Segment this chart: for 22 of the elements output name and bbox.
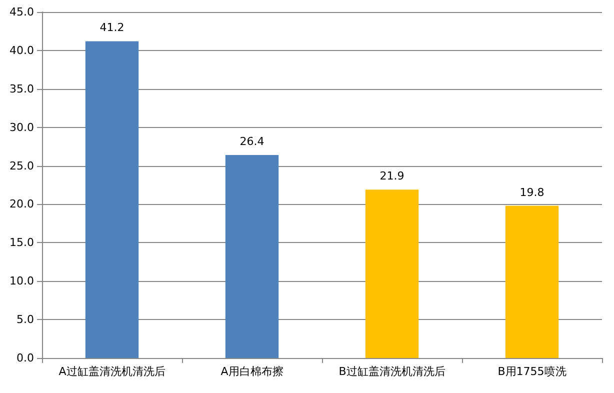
y-tick-label: 0.0 <box>16 352 34 364</box>
bar <box>85 41 139 358</box>
x-tick-label: A过缸盖清洗机清洗后 <box>58 365 166 378</box>
y-tick-label: 25.0 <box>10 159 34 172</box>
data-label: 21.9 <box>380 170 404 183</box>
bar <box>505 206 559 358</box>
y-tick-label: 40.0 <box>10 44 34 57</box>
y-tick-label: 15.0 <box>10 236 34 250</box>
y-tick-label: 10.0 <box>10 274 34 288</box>
data-label: 19.8 <box>520 186 544 199</box>
data-label: 26.4 <box>240 135 264 148</box>
y-tick-label: 45.0 <box>10 6 34 18</box>
x-tick-label: B用1755喷洗 <box>498 365 566 378</box>
bar <box>365 190 419 358</box>
bar <box>225 155 279 358</box>
y-tick-label: 30.0 <box>10 120 34 134</box>
x-tick-label: B过缸盖清洗机清洗后 <box>338 365 446 378</box>
y-tick-label: 35.0 <box>10 82 34 96</box>
y-tick-label: 20.0 <box>10 198 34 211</box>
x-tick-label: A用白棉布擦 <box>220 365 284 378</box>
y-tick-label: 5.0 <box>16 313 34 326</box>
data-label: 41.2 <box>100 21 124 34</box>
